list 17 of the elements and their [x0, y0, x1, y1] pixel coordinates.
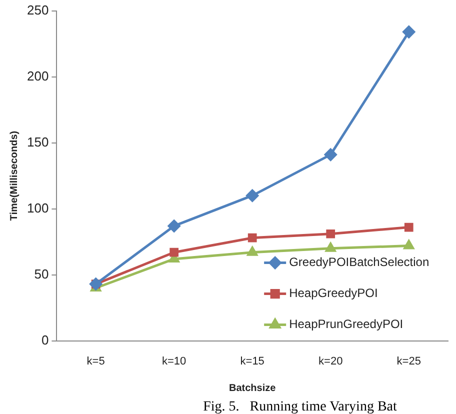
x-tick-label: k=5: [86, 355, 105, 368]
y-tick-label: 150: [26, 134, 49, 150]
x-tick-label: k=20: [318, 355, 343, 368]
legend-label: GreedyPOIBatchSelection: [289, 255, 430, 270]
y-tick-label: 250: [26, 2, 49, 18]
y-axis-title: Time(Milliseconds): [8, 130, 20, 221]
y-tick-label: 200: [26, 68, 49, 84]
y-tick-label: 50: [34, 266, 49, 282]
x-tick-label: k=25: [396, 355, 421, 368]
y-tick-label: 0: [41, 332, 49, 348]
legend-label: HeapGreedyPOI: [289, 286, 378, 300]
x-tick-label: k=10: [162, 355, 186, 368]
caption: Fig. 5. Running time Varying Bat: [203, 400, 398, 414]
legend-label: HeapPrunGreedyPOI: [289, 317, 404, 332]
x-tick-label: k=15: [240, 355, 264, 368]
x-axis-title: Batchsize: [229, 382, 276, 394]
y-tick-label: 100: [26, 200, 49, 216]
